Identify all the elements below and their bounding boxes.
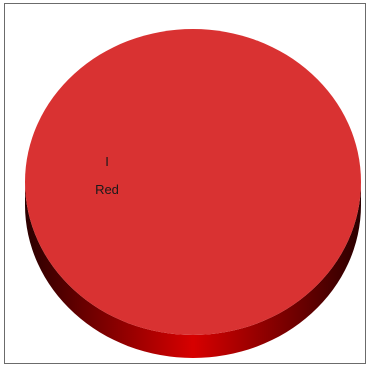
slice-category-label: I [105,154,109,169]
slice-value-label: Red [95,182,119,197]
pie-slice-red [25,29,361,335]
